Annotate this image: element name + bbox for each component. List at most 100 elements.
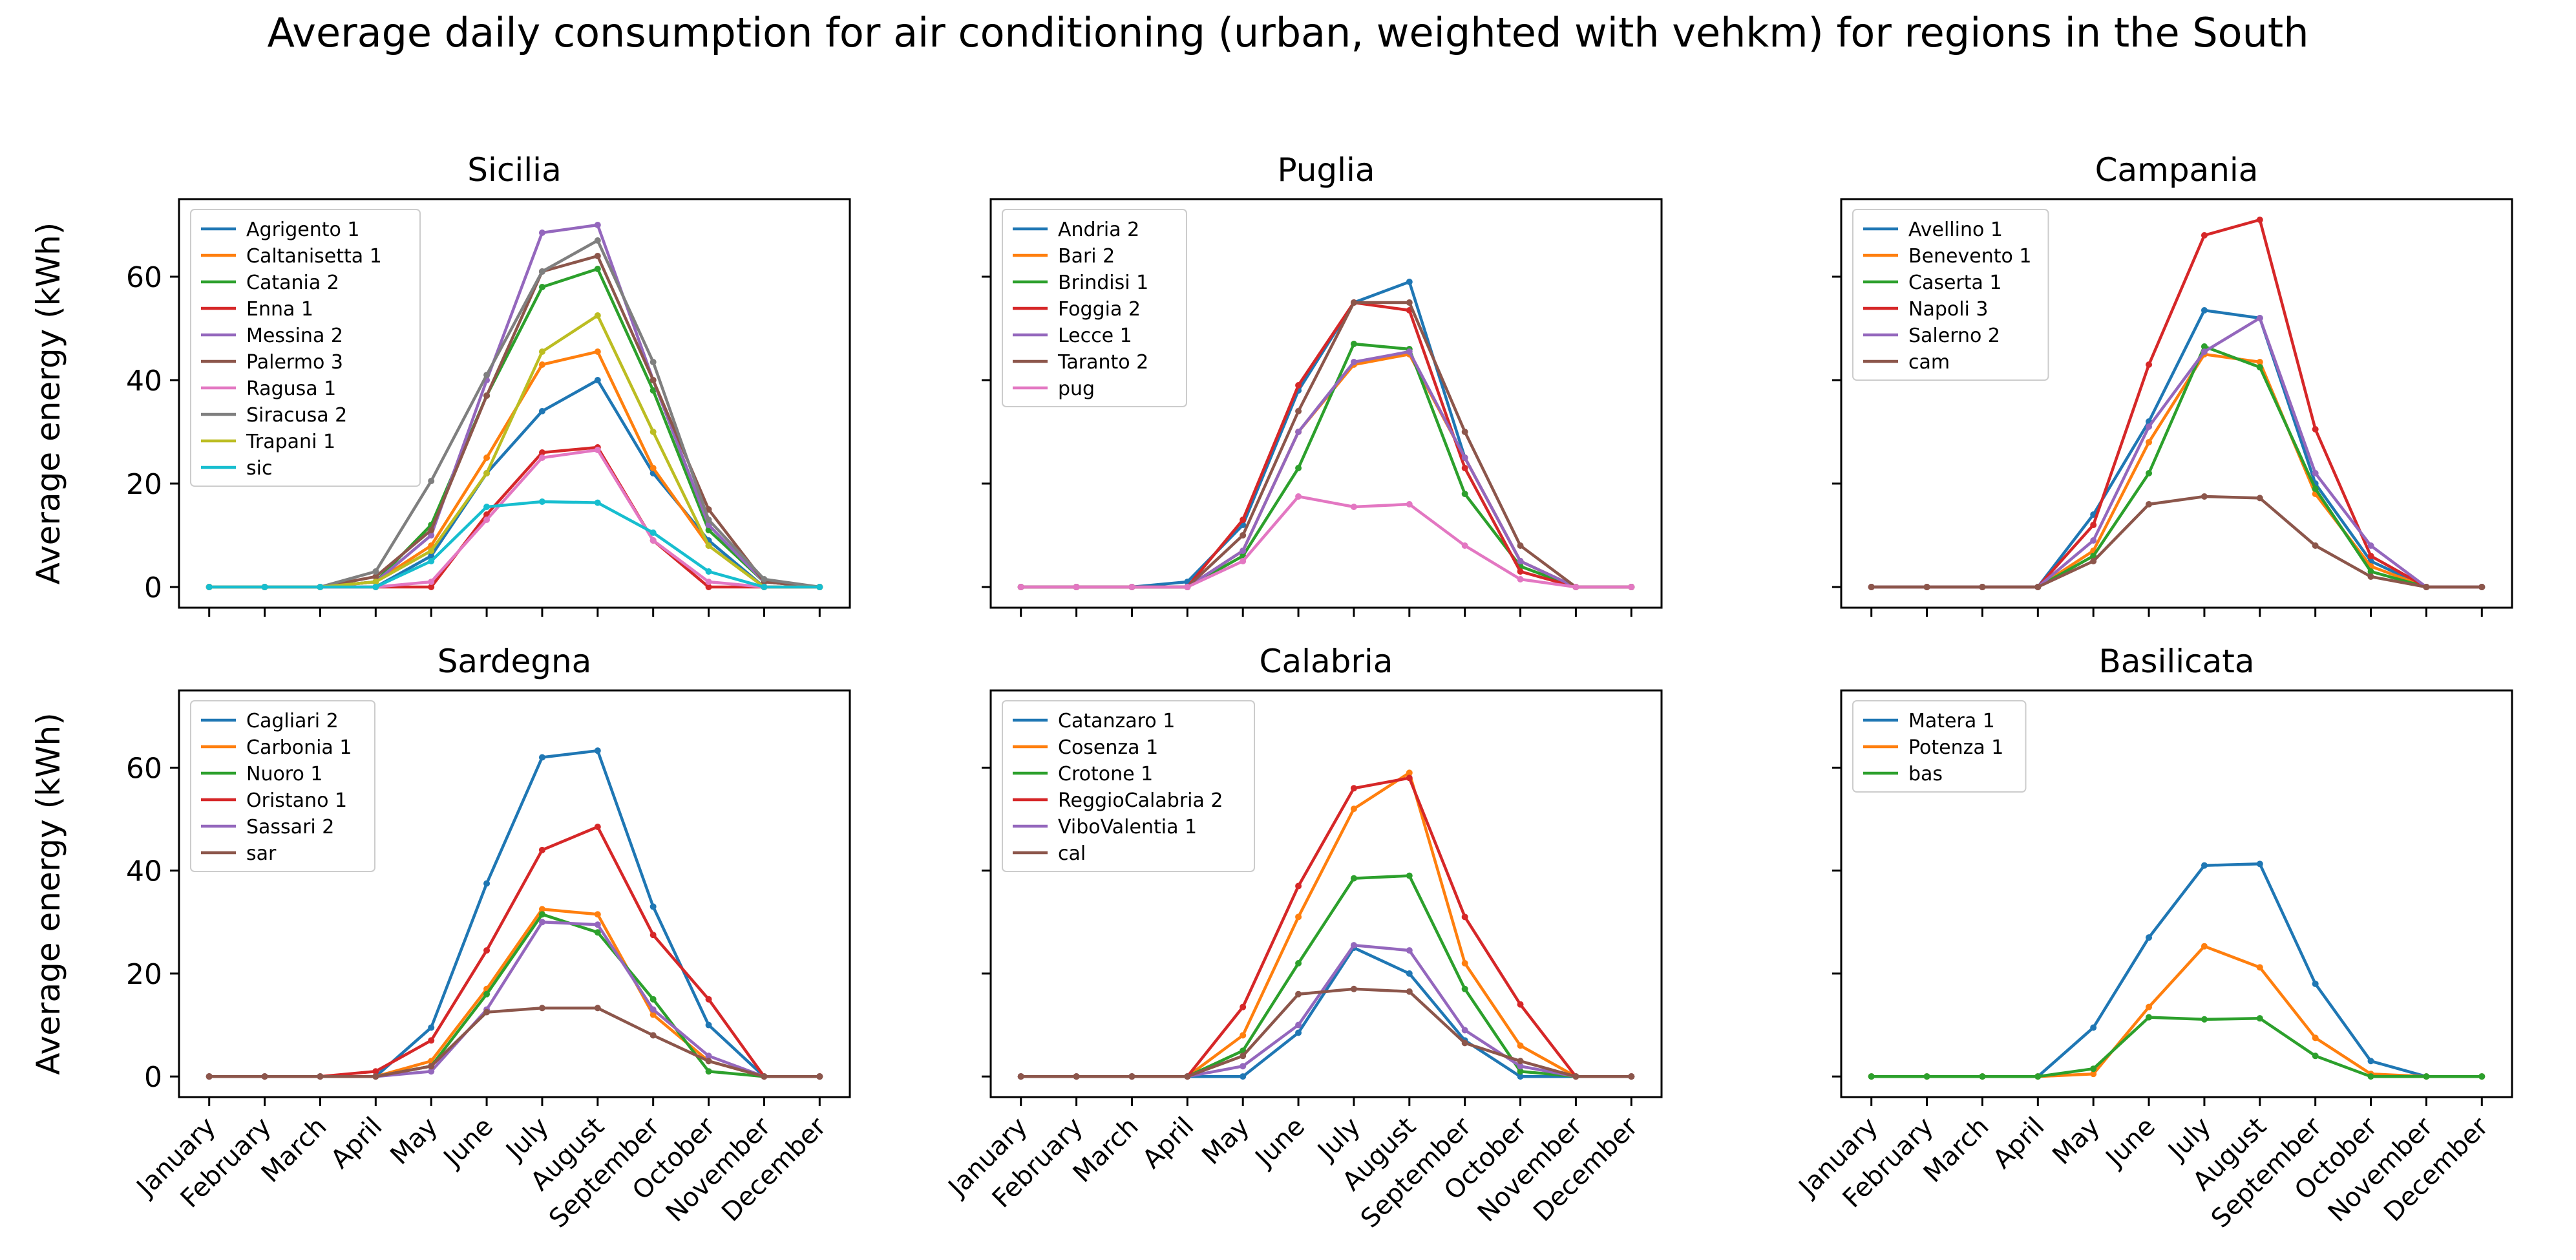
data-point-taranto-2 (1240, 532, 1247, 539)
data-point-caserta-1 (2146, 470, 2153, 476)
data-point-palermo-3 (428, 527, 435, 533)
data-point-pug (1628, 584, 1635, 590)
legend-entry-sassari-2: Sassari 2 (246, 816, 334, 838)
data-point-cam (2478, 584, 2486, 590)
data-point-cosenza-1 (1461, 959, 1468, 966)
data-point-cagliari-2 (594, 747, 601, 754)
legend-entry-caltanisetta-1: Caltanisetta 1 (246, 245, 382, 268)
data-point-catanzaro-1 (1406, 970, 1413, 977)
data-point-lecce-1 (1295, 429, 1302, 435)
data-point-cosenza-1 (1240, 1032, 1247, 1039)
data-point-cal (1184, 1073, 1191, 1080)
legend-entry-brindisi-1: Brindisi 1 (1058, 272, 1148, 294)
data-point-potenza-1 (2256, 964, 2263, 971)
data-point-enna-1 (538, 449, 545, 456)
data-point-catania-2 (538, 284, 545, 290)
data-point-palermo-3 (594, 253, 601, 259)
legend-entry-catania-2: Catania 2 (246, 272, 339, 294)
data-point-sar (317, 1073, 324, 1080)
data-point-sic (428, 558, 435, 564)
data-point-cosenza-1 (1406, 769, 1413, 776)
data-point-cal (1017, 1073, 1024, 1080)
data-point-bas (2312, 1052, 2319, 1060)
data-point-cal (1350, 985, 1357, 992)
data-point-pug (1461, 542, 1468, 549)
data-point-vibovalentia-1 (1406, 947, 1413, 954)
data-point-pug (1406, 501, 1413, 507)
data-point-pug (1350, 504, 1357, 510)
data-point-foggia-2 (1461, 465, 1468, 471)
data-point-sic (649, 529, 657, 536)
data-point-sassari-2 (705, 1052, 712, 1060)
data-point-cagliari-2 (705, 1021, 712, 1029)
data-point-sic (705, 568, 712, 575)
data-point-crotone-1 (1295, 959, 1302, 966)
data-point-caserta-1 (2312, 486, 2319, 492)
data-point-taranto-2 (1350, 299, 1357, 306)
legend-entry-carbonia-1: Carbonia 1 (246, 736, 352, 759)
data-point-siracusa-2 (538, 268, 545, 275)
data-point-salerno-2 (2367, 542, 2374, 549)
legend-entry-sic: sic (246, 457, 272, 480)
data-point-oristano-1 (705, 996, 712, 1003)
data-point-oristano-1 (594, 823, 601, 830)
panel-calabria: CalabriaJanuaryFebruaryMarchAprilMayJune… (942, 643, 1663, 1233)
data-point-sar (761, 1073, 768, 1080)
data-point-trapani-1 (594, 312, 601, 319)
data-point-sic (372, 584, 379, 590)
data-point-reggiocalabria-2 (1295, 882, 1302, 890)
data-point-sar (483, 1009, 491, 1016)
data-point-cal (1240, 1052, 1247, 1060)
data-point-sic (816, 584, 823, 590)
data-point-reggiocalabria-2 (1406, 774, 1413, 782)
data-point-napoli-3 (2256, 217, 2263, 223)
data-point-nuoro-1 (538, 911, 545, 918)
x-tick-label-april: April (325, 1112, 388, 1175)
data-point-siracusa-2 (761, 576, 768, 582)
y-tick-label: 0 (144, 1061, 162, 1094)
data-point-cam (1868, 584, 1875, 590)
data-point-sar (372, 1073, 379, 1080)
data-point-cal (1517, 1058, 1524, 1065)
data-point-pug (1184, 584, 1191, 590)
data-point-cal (1073, 1073, 1080, 1080)
data-point-cam (1979, 584, 1986, 590)
data-point-lecce-1 (1240, 548, 1247, 554)
legend: Avellino 1 Benevento 1 Caserta 1 Napoli 3 Sa… (1852, 209, 2049, 381)
data-point-trapani-1 (372, 579, 379, 585)
data-point-bas (2090, 1065, 2097, 1073)
data-point-cosenza-1 (1350, 806, 1357, 813)
legend-entry-andria-2: Andria 2 (1058, 219, 1139, 241)
data-point-crotone-1 (1350, 875, 1357, 882)
x-tick-label-april: April (1137, 1112, 1199, 1175)
legend-entry-ragusa-1: Ragusa 1 (246, 378, 336, 400)
legend-entry-cagliari-2: Cagliari 2 (246, 710, 339, 732)
legend-entry-messina-2: Messina 2 (246, 325, 343, 347)
y-tick-label: 60 (126, 261, 162, 294)
data-point-trapani-1 (538, 348, 545, 355)
legend-entry-sar: sar (246, 842, 277, 865)
data-point-oristano-1 (483, 947, 491, 954)
data-point-cam (2090, 558, 2097, 564)
x-tick-label-may: May (1196, 1112, 1255, 1171)
panel-title: Calabria (1260, 643, 1393, 680)
data-point-cal (1128, 1073, 1135, 1080)
data-point-cal (1628, 1073, 1635, 1080)
data-point-crotone-1 (1517, 1068, 1524, 1075)
data-point-sic (538, 498, 545, 505)
y-axis-label: Average energy (kWh) (30, 222, 67, 584)
data-point-taranto-2 (1406, 299, 1413, 306)
data-point-bas (2034, 1073, 2042, 1080)
data-point-nuoro-1 (649, 996, 657, 1003)
data-point-caltanisetta-1 (594, 348, 601, 355)
legend-box (1002, 700, 1255, 872)
data-point-pug (1017, 584, 1024, 590)
y-tick-label: 0 (144, 571, 162, 604)
data-point-siracusa-2 (705, 517, 712, 523)
panel-title: Sicilia (467, 151, 561, 189)
series-line-sic (209, 500, 820, 589)
legend-entry-trapani-1: Trapani 1 (246, 431, 335, 453)
data-point-ragusa-1 (538, 454, 545, 461)
legend-entry-potenza-1: Potenza 1 (1908, 736, 2003, 759)
data-point-oristano-1 (538, 846, 545, 853)
